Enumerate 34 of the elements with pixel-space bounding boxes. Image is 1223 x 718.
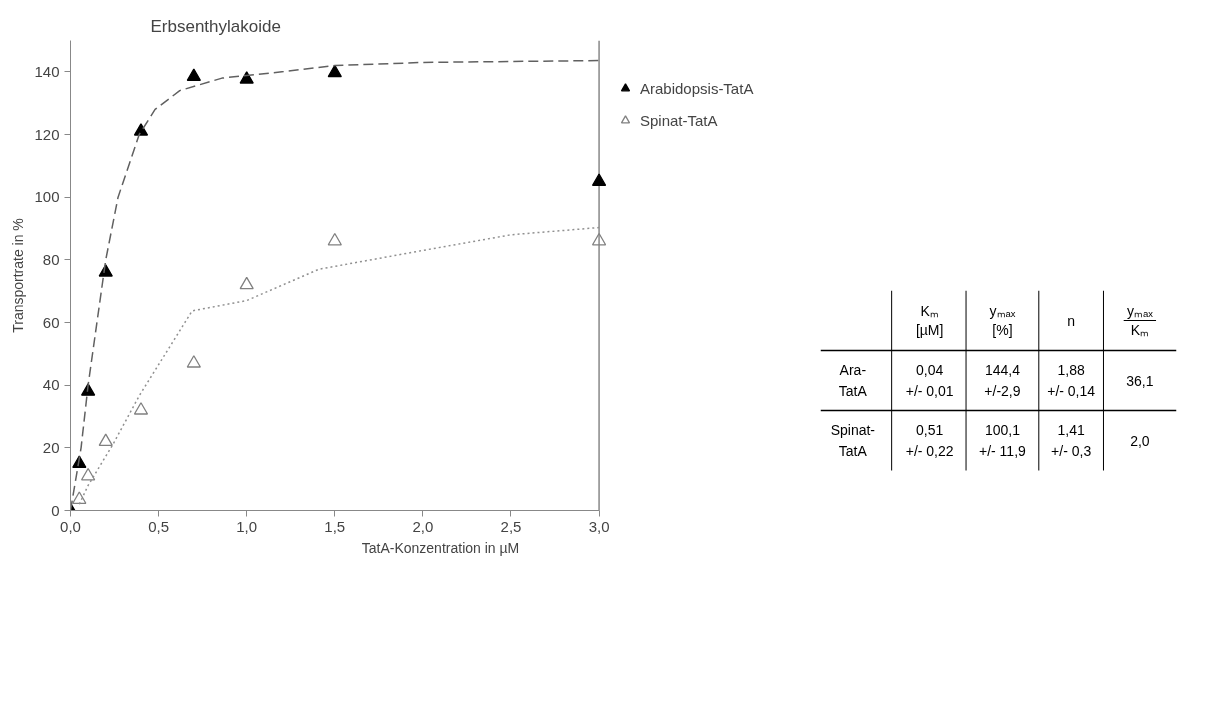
text: 1,41 +/- 0,3 [1051, 422, 1092, 459]
y-axis-title: Transportrate in % [10, 218, 27, 333]
y-tick-label: 120 [34, 125, 60, 143]
text: n [1067, 312, 1076, 329]
text: 0,51 +/- 0,22 [905, 422, 954, 459]
x-tick-label: 3,0 [588, 517, 610, 535]
x-tick-label: 2,0 [412, 517, 434, 535]
text: yₘₐₓ [%] [989, 302, 1016, 339]
legend-label: Arabidopsis-TatA [640, 79, 754, 97]
x-tick-label: 1,0 [236, 517, 258, 535]
y-tick-label: 20 [42, 438, 60, 456]
y-tick-label: 140 [34, 62, 60, 80]
y-tick-label: 80 [42, 250, 60, 268]
chart-title: Erbsenthylakoide [150, 16, 281, 36]
text: 1,88 +/- 0,14 [1047, 362, 1096, 399]
x-tick-label: 1,5 [324, 517, 346, 535]
text: 144,4 +/-2,9 [984, 362, 1021, 399]
x-tick-label: 0,0 [60, 517, 81, 535]
x-tick-label: 2,5 [500, 517, 522, 535]
x-axis-title: TatA-Konzentration in µM [361, 539, 520, 556]
text: 100,1 +/- 11,9 [979, 422, 1027, 459]
text: Kₘ [µM] [915, 302, 944, 339]
text: Ara- TatA [838, 362, 868, 399]
text: 2,0 [1130, 432, 1150, 449]
x-tick-label: 0,5 [148, 517, 170, 535]
text: Spinat- TatA [830, 422, 876, 459]
y-tick-label: 100 [34, 188, 60, 206]
text: 36,1 [1126, 372, 1154, 389]
y-tick-label: 0 [51, 501, 60, 519]
text: yₘₐₓ Kₘ [1126, 302, 1154, 339]
y-tick-label: 40 [42, 376, 60, 394]
y-tick-label: 60 [42, 313, 60, 331]
legend-label: Spinat-TatA [640, 111, 718, 129]
text: 0,04 +/- 0,01 [905, 362, 954, 399]
